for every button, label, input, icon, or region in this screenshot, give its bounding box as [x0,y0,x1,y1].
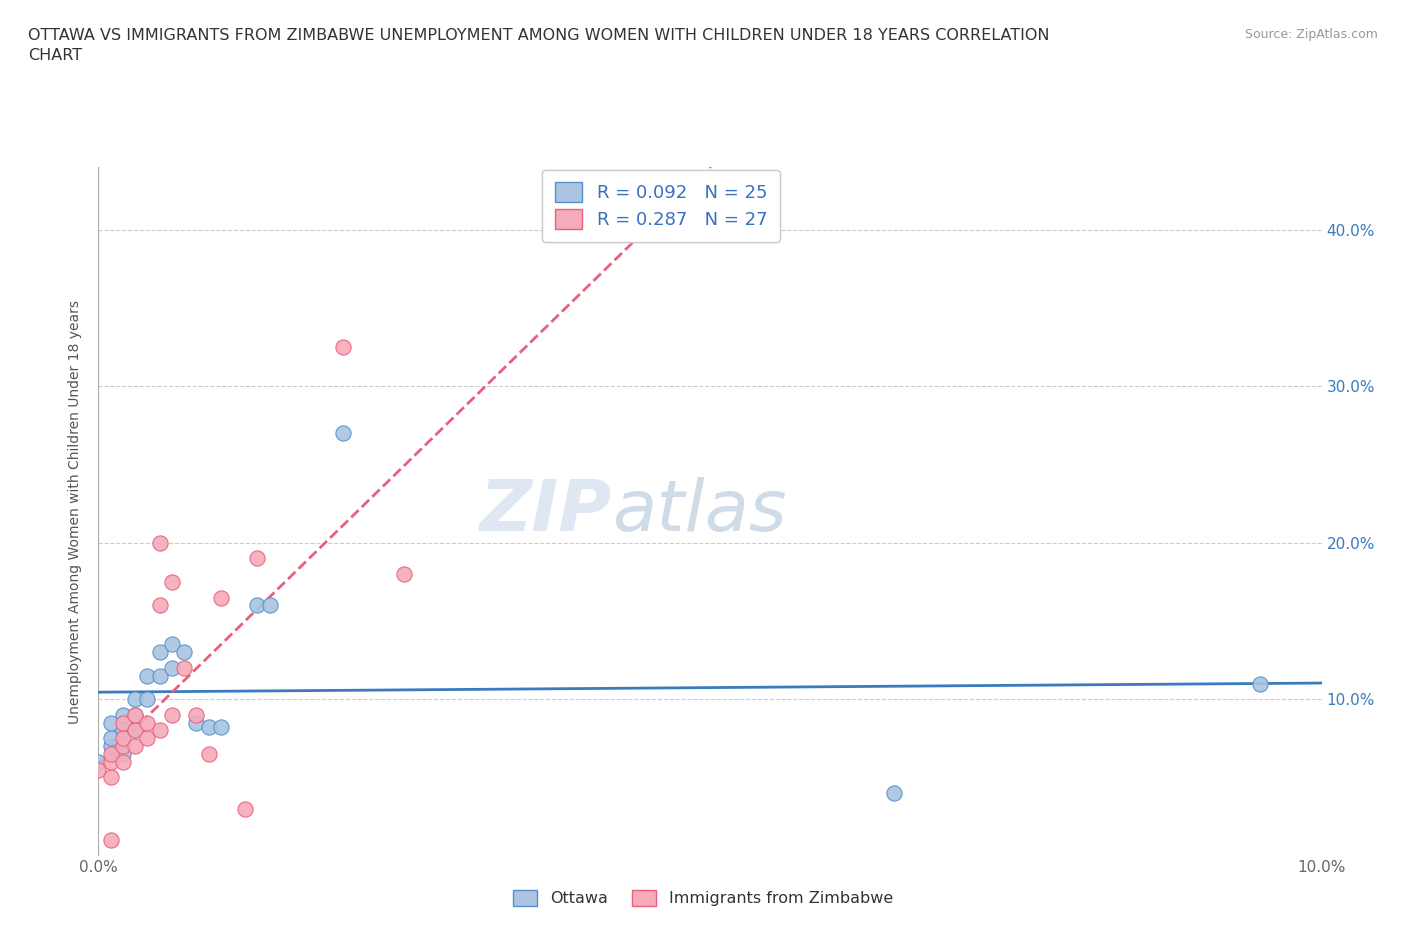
Point [100,747,122,762]
Point [160,660,183,675]
Point [246,551,269,565]
Point [111,754,134,769]
Y-axis label: Unemployment Among Women with Children Under 18 years: Unemployment Among Women with Children U… [69,299,83,724]
Legend: Ottawa, Immigrants from Zimbabwe: Ottawa, Immigrants from Zimbabwe [506,884,900,912]
Point [186,708,208,723]
Point [111,747,134,762]
Point [124,692,146,707]
Point [149,723,172,737]
Point [136,669,159,684]
Point [111,715,134,730]
Point [246,598,269,613]
Point [332,426,354,441]
Point [392,566,416,581]
Point [149,598,172,613]
Legend: R = 0.092   N = 25, R = 0.287   N = 27: R = 0.092 N = 25, R = 0.287 N = 27 [543,169,780,242]
Point [160,575,183,590]
Point [100,738,122,753]
Point [209,720,232,735]
Point [100,754,122,769]
Point [124,723,146,737]
Point [259,598,281,613]
Point [124,708,146,723]
Point [100,770,122,785]
Point [149,669,172,684]
Point [233,802,256,817]
Point [111,738,134,753]
Point [111,723,134,737]
Point [160,708,183,723]
Point [160,637,183,652]
Point [100,832,122,847]
Point [149,644,172,659]
Point [149,536,172,551]
Point [197,720,219,735]
Point [883,786,905,801]
Point [124,708,146,723]
Point [124,723,146,737]
Point [87,763,110,777]
Point [332,339,354,354]
Point [100,731,122,746]
Point [136,731,159,746]
Point [209,591,232,605]
Point [197,747,219,762]
Point [173,660,195,675]
Point [111,708,134,723]
Text: ZIP: ZIP [479,477,612,546]
Point [111,731,134,746]
Text: Source: ZipAtlas.com: Source: ZipAtlas.com [1244,28,1378,41]
Point [136,715,159,730]
Point [124,738,146,753]
Point [186,715,208,730]
Point [1249,676,1271,691]
Point [173,644,195,659]
Text: atlas: atlas [612,477,787,546]
Point [136,692,159,707]
Text: OTTAWA VS IMMIGRANTS FROM ZIMBABWE UNEMPLOYMENT AMONG WOMEN WITH CHILDREN UNDER : OTTAWA VS IMMIGRANTS FROM ZIMBABWE UNEMP… [28,28,1050,62]
Point [87,754,110,769]
Point [100,715,122,730]
